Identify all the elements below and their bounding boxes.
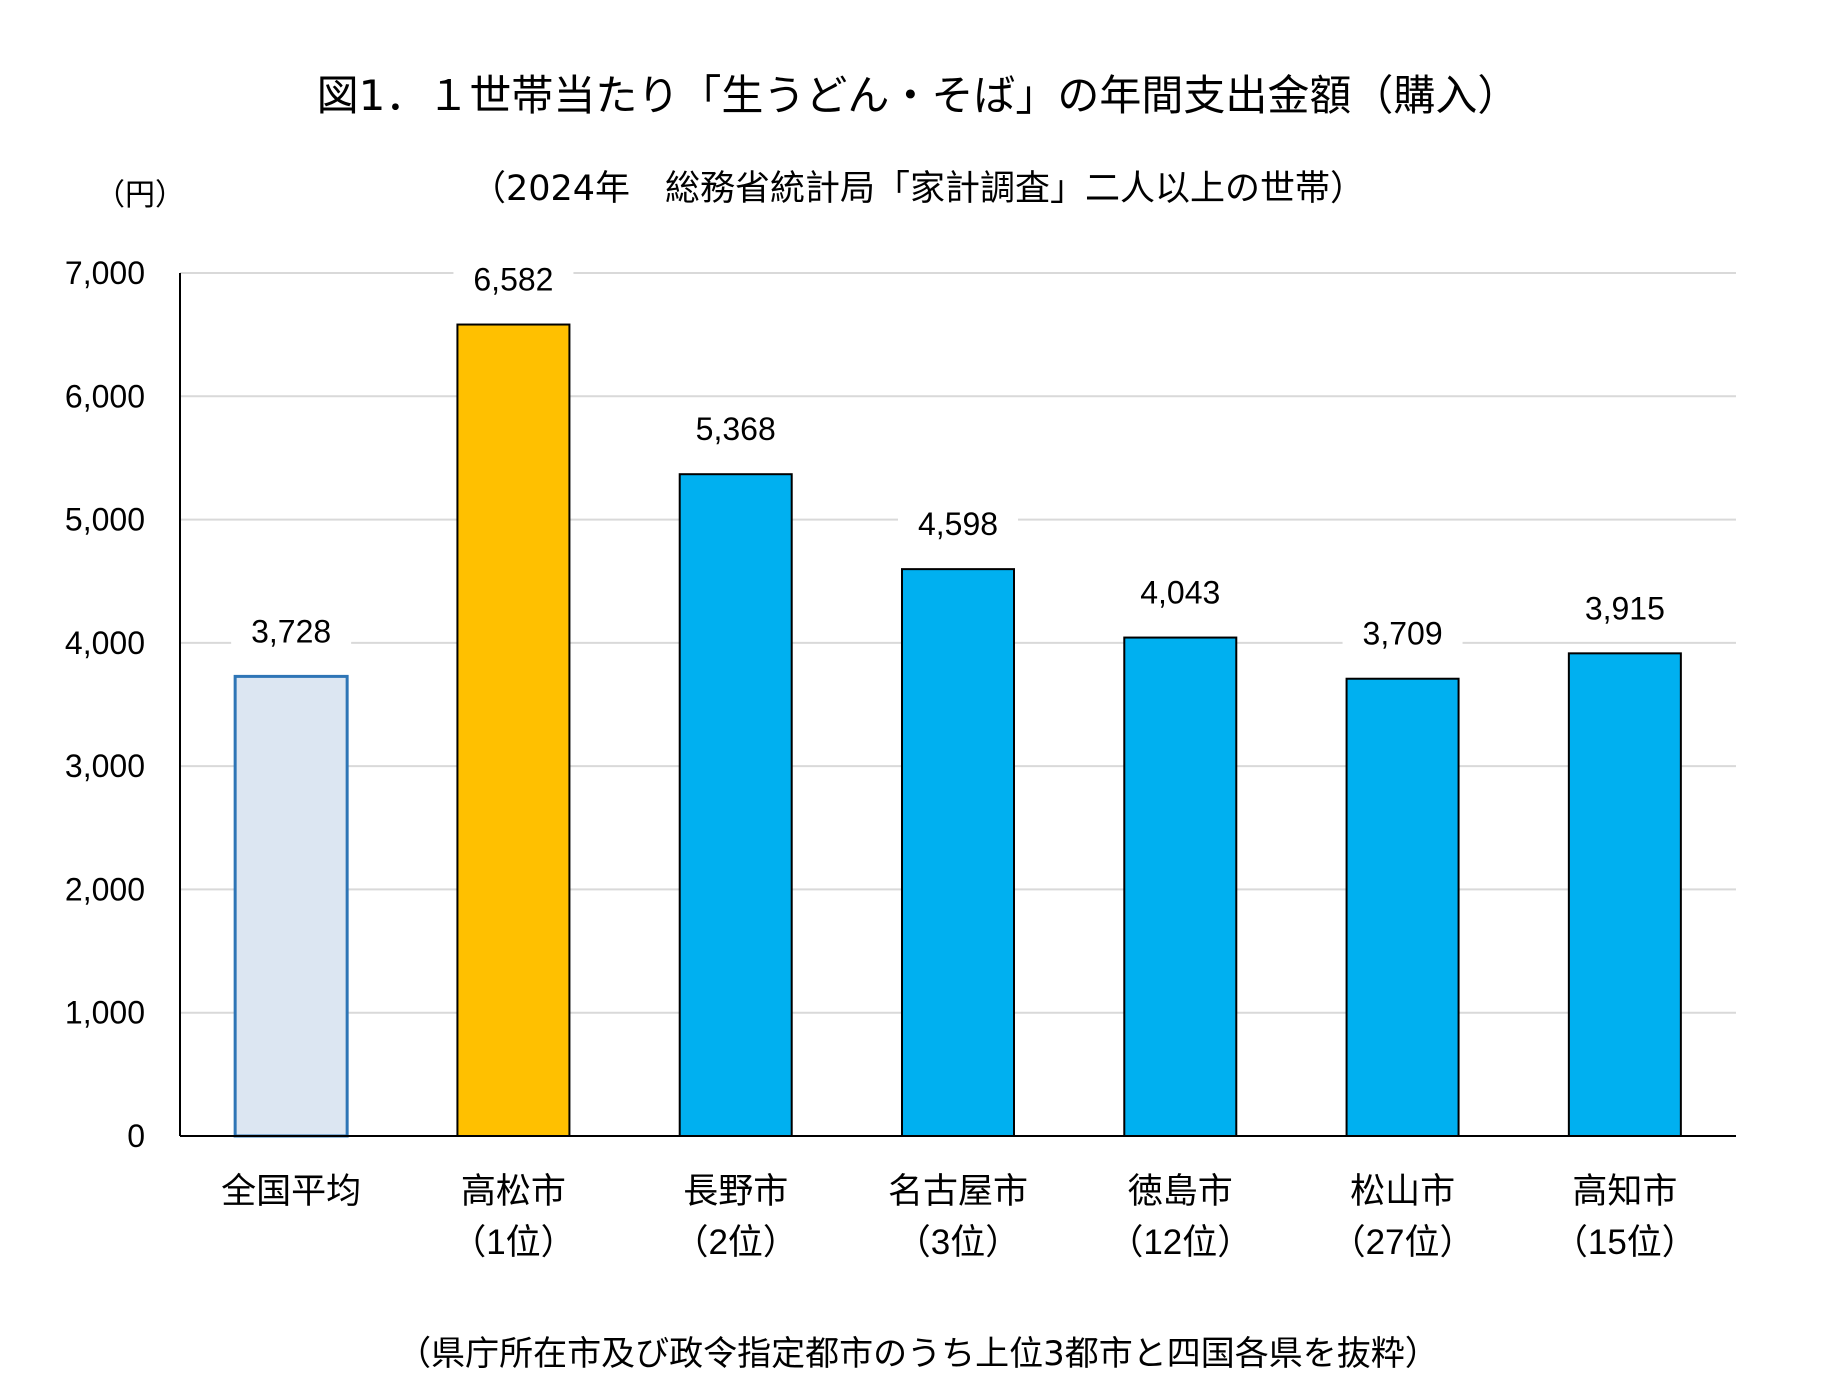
data-label: 5,368: [696, 411, 776, 447]
x-category-rank-label: （15位）: [1553, 1223, 1697, 1262]
y-tick-label: 7,000: [65, 255, 145, 291]
x-category-rank-label: （2位）: [673, 1223, 797, 1262]
x-category-label: 高松市: [461, 1172, 566, 1211]
y-tick-label: 4,000: [65, 625, 145, 661]
chart-subtitle: （2024年 総務省統計局「家計調査」二人以上の世帯）: [470, 169, 1366, 209]
chart-footnote: （県庁所在市及び政令指定都市のうち上位3都市と四国各県を抜粋）: [397, 1334, 1439, 1374]
y-tick-label: 2,000: [65, 871, 145, 907]
bar: [1123, 636, 1238, 1137]
y-axis-unit-label: （円）: [95, 178, 185, 213]
y-tick-label: 1,000: [65, 995, 145, 1031]
x-category-rank-label: （12位）: [1108, 1223, 1252, 1262]
data-label: 4,598: [918, 506, 998, 542]
x-category-rank-label: （27位）: [1331, 1223, 1475, 1262]
x-category-rank-label: （1位）: [451, 1223, 575, 1262]
x-category-label: 徳島市: [1128, 1172, 1233, 1211]
bar: [678, 473, 793, 1137]
bar: [1345, 677, 1460, 1137]
data-label: 6,582: [473, 262, 553, 298]
x-category-label: 全国平均: [221, 1172, 361, 1211]
data-label-background: [1342, 610, 1463, 657]
x-category-rank-label: （3位）: [896, 1223, 1020, 1262]
data-label: 4,043: [1140, 575, 1220, 611]
bar: [901, 568, 1015, 1137]
y-tick-label: 5,000: [65, 502, 145, 538]
data-label-background: [675, 406, 796, 453]
chart-title: 図1．１世帯当たり「生うどん・そば」の年間支出金額（購入）: [316, 71, 1520, 120]
data-label-background: [898, 501, 1018, 548]
x-category-label: 松山市: [1350, 1172, 1455, 1211]
bar: [456, 323, 571, 1137]
x-category-label: 名古屋市: [888, 1172, 1028, 1211]
x-category-label: 長野市: [683, 1172, 788, 1211]
bar: [1567, 652, 1682, 1137]
data-label: 3,709: [1363, 616, 1443, 652]
bar: [233, 674, 349, 1138]
y-tick-label: 3,000: [65, 748, 145, 784]
data-label-background: [231, 608, 352, 655]
data-label-background: [1120, 569, 1241, 616]
y-tick-label: 6,000: [65, 378, 145, 414]
x-category-label: 高知市: [1572, 1172, 1677, 1211]
y-tick-label: 0: [127, 1118, 145, 1154]
data-label: 3,915: [1585, 590, 1665, 626]
data-label: 3,728: [251, 613, 331, 649]
data-label-background: [453, 256, 574, 303]
data-label-background: [1564, 585, 1685, 632]
